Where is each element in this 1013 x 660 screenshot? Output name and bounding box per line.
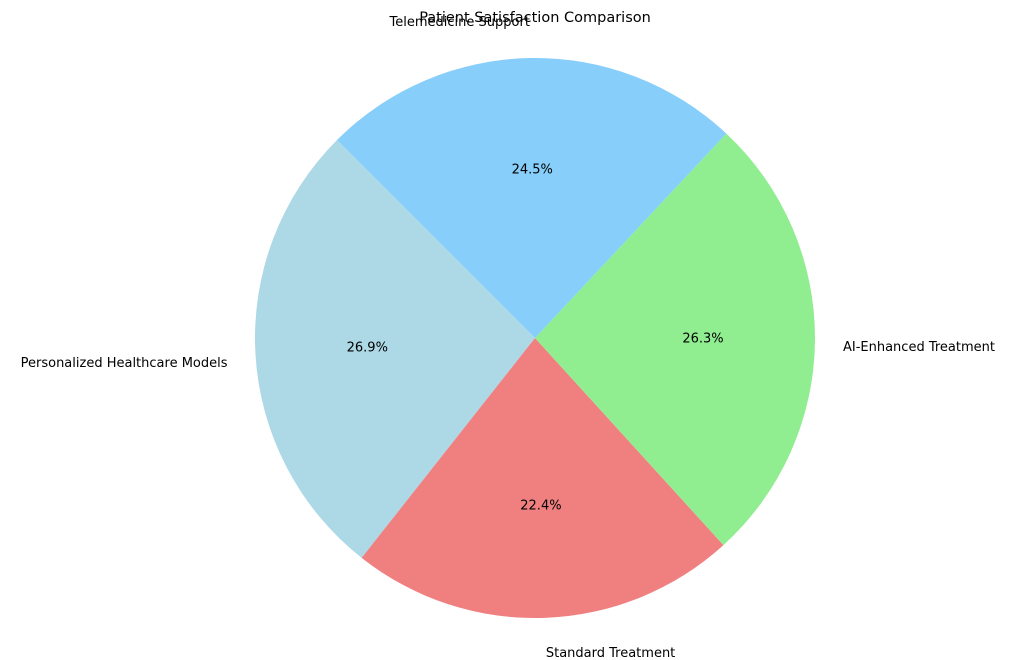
chart-title: Patient Satisfaction Comparison — [419, 10, 651, 26]
pie-slice-ai-enhanced-treatment — [535, 133, 816, 546]
pie-slice-standard-treatment — [361, 338, 724, 618]
pie-slices — [254, 57, 816, 618]
pie-slice-personalized-healthcare-models — [254, 140, 535, 558]
slice-label-personalized-healthcare-models: Personalized Healthcare Models — [21, 356, 228, 371]
percent-label-personalized-healthcare-models: 26.9% — [347, 340, 388, 355]
slice-label-standard-treatment: Standard Treatment — [546, 646, 675, 660]
pie-slice-telemedicine-support — [337, 57, 727, 338]
percent-label-telemedicine-support: 24.5% — [512, 163, 553, 178]
percent-label-standard-treatment: 22.4% — [520, 498, 561, 513]
pie-labels: Personalized Healthcare Models 26.9% Stand… — [21, 15, 995, 660]
slice-label-ai-enhanced-treatment: AI-Enhanced Treatment — [843, 340, 995, 355]
slice-label-telemedicine-support: Telemedicine Support — [389, 15, 530, 30]
percent-label-ai-enhanced-treatment: 26.3% — [682, 332, 723, 347]
